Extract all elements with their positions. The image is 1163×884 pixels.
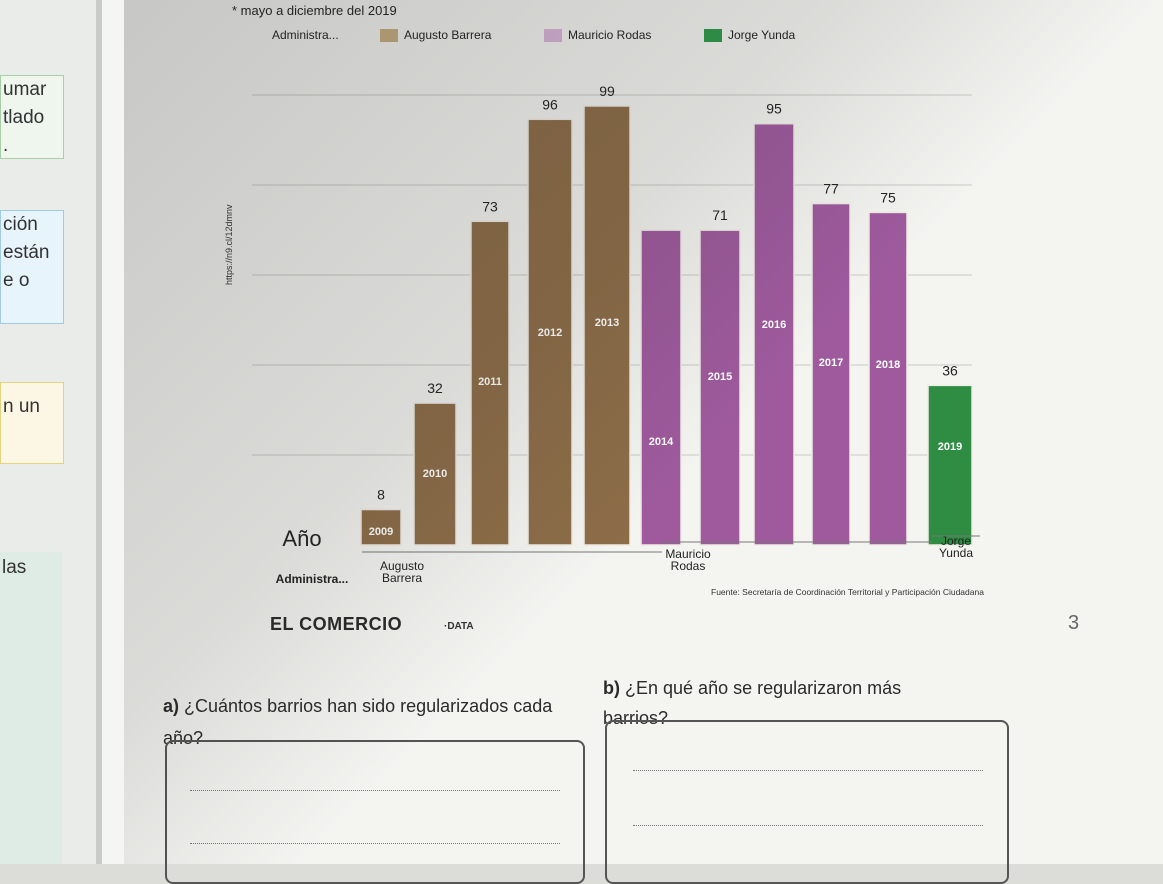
year-label-2014: 2014 [649, 436, 674, 448]
left-text: umar [3, 79, 47, 100]
legend-item-barrera: Augusto Barrera [380, 28, 492, 43]
answer-box-b[interactable] [605, 720, 1009, 884]
chart-source: Fuente: Secretaría de Coordinación Terri… [711, 587, 984, 597]
left-box-3: n un [0, 382, 64, 464]
left-text: . [3, 135, 9, 156]
group-label-last: Rodas [671, 559, 706, 573]
value-label-2011: 73 [482, 198, 498, 214]
year-label-2011: 2011 [478, 376, 502, 388]
left-text: n un [3, 396, 40, 417]
bar-2018 [868, 211, 908, 546]
left-text: e o [3, 270, 30, 291]
value-label-2019: 36 [942, 362, 958, 378]
answer-line [190, 843, 560, 844]
left-box-2: ción están e o [0, 210, 64, 324]
question-a-letter: a) [163, 696, 180, 716]
group-label-first: Augusto [380, 559, 424, 573]
legend-item-admin: Administra... [272, 28, 339, 42]
margin-mark: 3 [1068, 612, 1080, 634]
left-page: umar tlado . ción están e o n un las [0, 0, 102, 864]
value-label-2018: 75 [880, 189, 896, 205]
question-a: a) ¿Cuántos barrios han sido regularizad… [163, 690, 583, 754]
group-label-last: Yunda [939, 546, 973, 560]
left-text: tlado [3, 107, 45, 128]
legend-swatch [544, 29, 562, 43]
answer-line [633, 825, 983, 826]
value-label-2016: 95 [766, 101, 782, 117]
legend-item-rodas: Mauricio Rodas [544, 28, 652, 43]
legend-swatch [704, 29, 722, 43]
legend-label: Mauricio Rodas [568, 28, 652, 42]
answer-line [190, 790, 560, 791]
brand-logo: EL COMERCIO [270, 614, 403, 634]
legend-label: Augusto Barrera [404, 28, 492, 42]
bar-2009 [360, 508, 402, 546]
value-label-2013: 99 [599, 83, 615, 99]
bar-2015 [699, 229, 741, 546]
question-b-letter: b) [603, 678, 620, 698]
side-url: https://n9.cl/12dmnv [224, 204, 234, 285]
group-axis-title: Administra... [276, 572, 349, 586]
year-label-2017: 2017 [819, 357, 843, 369]
bar-2011 [470, 220, 510, 546]
group-label-last: Barrera [382, 571, 422, 585]
brand-suffix: ·DATA [444, 621, 474, 632]
left-text: están [3, 242, 50, 263]
question-a-text: ¿Cuántos barrios han sido regularizados … [163, 696, 553, 748]
group-label-first: Mauricio [665, 547, 711, 561]
bar-2010 [413, 402, 457, 546]
value-label-2009: 8 [377, 487, 385, 503]
year-label-2016: 2016 [762, 319, 786, 331]
left-box-1: umar tlado . [0, 75, 64, 159]
year-label-2019: 2019 [938, 441, 962, 453]
header-note: * mayo a diciembre del 2019 [232, 3, 397, 18]
bar-2017 [811, 202, 851, 546]
question-b: b) ¿En qué año se regularizaron más barr… [603, 673, 963, 733]
legend-swatch [380, 29, 398, 43]
value-label-2012: 96 [542, 96, 558, 112]
legend-label: Jorge Yunda [728, 28, 796, 42]
bar-2019 [927, 384, 973, 546]
bar-2014 [640, 229, 682, 546]
year-label-2009: 2009 [369, 526, 393, 538]
bar-chart: 8 2009 32 2010 73 2011 96 2012 99 2013 2014 71 2015 9… [252, 83, 980, 586]
book-gutter [102, 0, 124, 864]
answer-line [633, 770, 983, 771]
left-text: ción [3, 214, 38, 235]
bar-2012 [527, 118, 573, 546]
year-label-2018: 2018 [876, 359, 900, 371]
legend-item-yunda: Jorge Yunda [704, 28, 796, 43]
left-text: las [2, 557, 27, 578]
value-label-2015: 71 [712, 207, 728, 223]
value-label-2010: 32 [427, 380, 443, 396]
left-box-4: las [0, 552, 62, 864]
question-b-text: ¿En qué año se regularizaron más barrios… [603, 678, 902, 728]
bar-2013 [583, 105, 631, 546]
x-axis-title: Año [282, 526, 321, 551]
answer-box-a[interactable] [165, 740, 585, 884]
year-label-2015: 2015 [708, 371, 732, 383]
value-label-2017: 77 [823, 181, 839, 197]
bar-2016 [753, 122, 795, 546]
year-label-2013: 2013 [595, 317, 619, 329]
group-label-first: Jorge [941, 534, 971, 548]
year-label-2010: 2010 [423, 468, 447, 480]
year-label-2012: 2012 [538, 327, 562, 339]
legend-label: Administra... [272, 28, 339, 42]
